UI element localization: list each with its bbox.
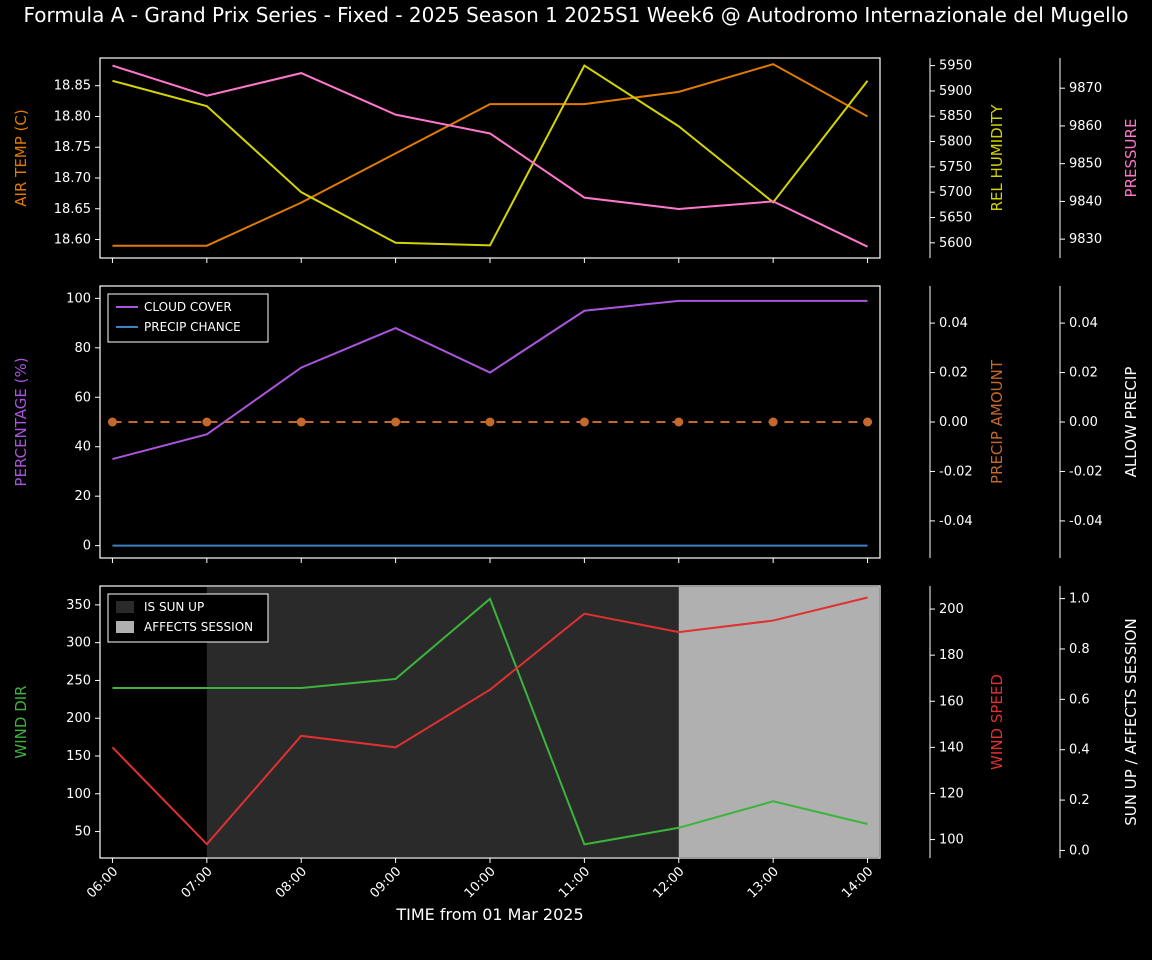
series-marker bbox=[580, 418, 589, 427]
xtick: 10:00 bbox=[462, 864, 499, 901]
ytick-left: 150 bbox=[66, 749, 91, 764]
ytick-left: 250 bbox=[66, 673, 91, 688]
series-marker bbox=[108, 418, 117, 427]
xtick: 09:00 bbox=[367, 864, 404, 901]
ytick-left: 80 bbox=[74, 341, 91, 356]
ytick-right2: -0.04 bbox=[1069, 514, 1103, 529]
legend-label: CLOUD COVER bbox=[144, 300, 232, 314]
ylabel-right2: SUN UP / AFFECTS SESSION bbox=[1122, 618, 1140, 826]
xtick: 11:00 bbox=[556, 864, 593, 901]
ytick-right1: 0.00 bbox=[939, 415, 968, 430]
ylabel-left: AIR TEMP (C) bbox=[12, 109, 30, 206]
series-marker bbox=[202, 418, 211, 427]
weather-chart: Formula A - Grand Prix Series - Fixed - … bbox=[0, 0, 1152, 960]
ytick-right2: 0.04 bbox=[1069, 316, 1098, 331]
panel-frame bbox=[100, 58, 880, 258]
ytick-right1: 200 bbox=[939, 602, 964, 617]
xtick: 13:00 bbox=[745, 864, 782, 901]
ytick-left: 18.85 bbox=[54, 79, 91, 94]
ytick-left: 0 bbox=[83, 539, 91, 554]
ytick-right1: 100 bbox=[939, 833, 964, 848]
ytick-right1: 0.02 bbox=[939, 366, 968, 381]
ytick-right1: 0.04 bbox=[939, 316, 968, 331]
ytick-right2: 0.0 bbox=[1069, 843, 1090, 858]
ytick-right1: 5950 bbox=[939, 59, 972, 74]
ylabel-left: PERCENTAGE (%) bbox=[12, 357, 30, 486]
ytick-right2: 1.0 bbox=[1069, 592, 1090, 607]
series-marker bbox=[674, 418, 683, 427]
legend-label: IS SUN UP bbox=[144, 600, 204, 614]
series-line bbox=[112, 66, 867, 247]
ytick-right2: 0.4 bbox=[1069, 743, 1090, 758]
ytick-left: 300 bbox=[66, 636, 91, 651]
ytick-left: 200 bbox=[66, 711, 91, 726]
ylabel-right1: REL HUMIDITY bbox=[988, 104, 1006, 212]
ylabel-right1: PRECIP AMOUNT bbox=[988, 359, 1006, 484]
ytick-left: 18.75 bbox=[54, 140, 91, 155]
ytick-left: 18.80 bbox=[54, 109, 91, 124]
ytick-right1: 5750 bbox=[939, 160, 972, 175]
ytick-left: 18.70 bbox=[54, 171, 91, 186]
xtick: 07:00 bbox=[179, 864, 216, 901]
ytick-right1: 5650 bbox=[939, 210, 972, 225]
ytick-left: 18.65 bbox=[54, 202, 91, 217]
ytick-right2: 9830 bbox=[1069, 232, 1102, 247]
ytick-right1: 160 bbox=[939, 694, 964, 709]
ytick-right1: 120 bbox=[939, 786, 964, 801]
series-marker bbox=[769, 418, 778, 427]
ytick-right1: 5800 bbox=[939, 135, 972, 150]
chart-title: Formula A - Grand Prix Series - Fixed - … bbox=[24, 3, 1129, 27]
ytick-right2: 0.6 bbox=[1069, 692, 1090, 707]
ytick-left: 350 bbox=[66, 598, 91, 613]
ytick-right2: 9870 bbox=[1069, 81, 1102, 96]
ytick-right1: 5900 bbox=[939, 84, 972, 99]
ytick-right2: 0.2 bbox=[1069, 793, 1090, 808]
series-marker bbox=[391, 418, 400, 427]
legend-swatch bbox=[116, 621, 134, 633]
legend-label: AFFECTS SESSION bbox=[144, 620, 253, 634]
ytick-left: 100 bbox=[66, 787, 91, 802]
ytick-right2: 9840 bbox=[1069, 194, 1102, 209]
legend-label: PRECIP CHANCE bbox=[144, 320, 241, 334]
ytick-right2: 0.00 bbox=[1069, 415, 1098, 430]
xlabel: TIME from 01 Mar 2025 bbox=[395, 905, 583, 924]
ylabel-left: WIND DIR bbox=[12, 685, 30, 758]
ytick-right2: 9850 bbox=[1069, 157, 1102, 172]
ytick-left: 20 bbox=[74, 489, 91, 504]
series-marker bbox=[297, 418, 306, 427]
xtick: 06:00 bbox=[84, 864, 121, 901]
ytick-right1: 5850 bbox=[939, 109, 972, 124]
ytick-left: 40 bbox=[74, 440, 91, 455]
series-marker bbox=[486, 418, 495, 427]
legend-swatch bbox=[116, 601, 134, 613]
series-marker bbox=[863, 418, 872, 427]
ytick-right2: 9860 bbox=[1069, 119, 1102, 134]
ytick-right1: -0.04 bbox=[939, 514, 973, 529]
ylabel-right2: ALLOW PRECIP bbox=[1122, 367, 1140, 478]
ylabel-right1: WIND SPEED bbox=[988, 674, 1006, 770]
xtick: 12:00 bbox=[651, 864, 688, 901]
ytick-right1: 5700 bbox=[939, 185, 972, 200]
ytick-left: 100 bbox=[66, 291, 91, 306]
ytick-right2: -0.02 bbox=[1069, 464, 1103, 479]
series-line bbox=[112, 66, 867, 246]
ylabel-right2: PRESSURE bbox=[1122, 119, 1140, 198]
ytick-left: 18.60 bbox=[54, 233, 91, 248]
xtick: 14:00 bbox=[839, 864, 876, 901]
ytick-right1: 180 bbox=[939, 648, 964, 663]
xtick: 08:00 bbox=[273, 864, 310, 901]
ytick-right1: 5600 bbox=[939, 236, 972, 251]
ytick-right2: 0.02 bbox=[1069, 366, 1098, 381]
ytick-left: 50 bbox=[74, 825, 91, 840]
ytick-right2: 0.8 bbox=[1069, 642, 1090, 657]
ytick-right1: 140 bbox=[939, 740, 964, 755]
ytick-right1: -0.02 bbox=[939, 464, 973, 479]
ytick-left: 60 bbox=[74, 390, 91, 405]
